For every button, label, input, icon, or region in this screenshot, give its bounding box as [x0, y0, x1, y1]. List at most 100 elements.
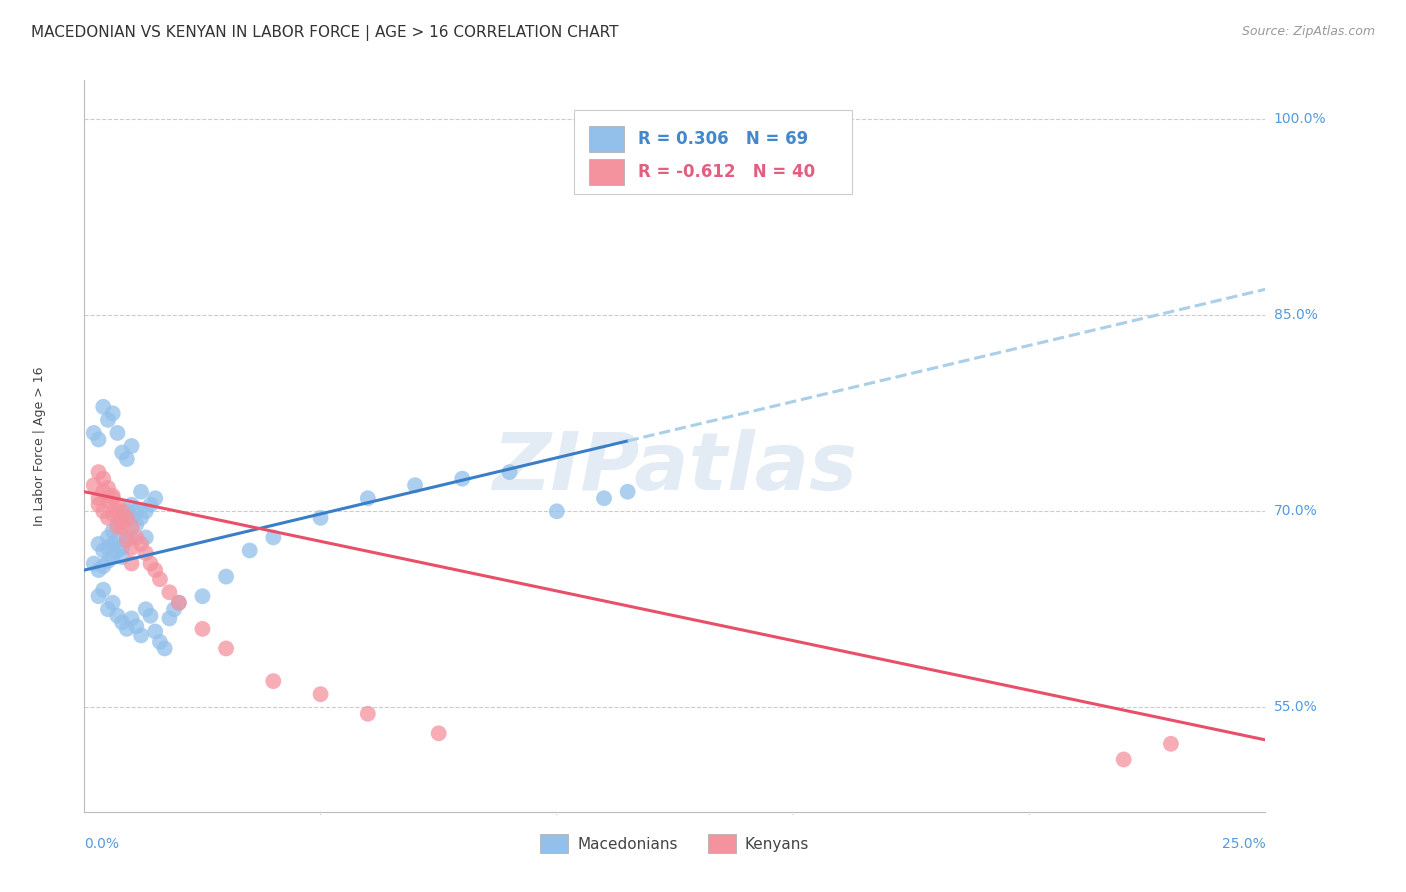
- Point: [101, 491, 124, 506]
- Point: [121, 511, 143, 525]
- Point: [91, 582, 114, 597]
- Text: 85.0%: 85.0%: [1274, 309, 1317, 322]
- Point: [87, 491, 110, 506]
- Text: R = -0.612   N = 40: R = -0.612 N = 40: [638, 162, 815, 181]
- Text: ZIPatlas: ZIPatlas: [492, 429, 858, 507]
- Point: [149, 635, 172, 649]
- Point: [97, 530, 120, 544]
- Point: [97, 481, 120, 495]
- Point: [191, 622, 214, 636]
- Point: [101, 489, 124, 503]
- Point: [121, 439, 143, 453]
- Point: [309, 511, 332, 525]
- Point: [121, 498, 143, 512]
- Point: [107, 517, 129, 532]
- Point: [101, 524, 124, 538]
- Point: [143, 624, 166, 639]
- Point: [121, 611, 143, 625]
- Point: [111, 615, 134, 630]
- Point: [91, 400, 114, 414]
- Point: [115, 452, 138, 467]
- Point: [97, 554, 120, 568]
- Point: [143, 563, 166, 577]
- Bar: [589, 126, 624, 152]
- Point: [101, 507, 124, 521]
- Point: [157, 611, 180, 625]
- Point: [111, 504, 134, 518]
- Point: [97, 413, 120, 427]
- Point: [111, 541, 134, 555]
- Point: [115, 622, 138, 636]
- Bar: [589, 159, 624, 185]
- Point: [357, 706, 380, 721]
- Legend: Macedonians, Kenyans: Macedonians, Kenyans: [534, 828, 815, 859]
- Text: 100.0%: 100.0%: [1274, 112, 1326, 127]
- Point: [1112, 752, 1135, 766]
- Point: [121, 530, 143, 544]
- Point: [121, 520, 143, 534]
- Point: [91, 559, 114, 574]
- Point: [149, 572, 172, 586]
- Point: [91, 543, 114, 558]
- Text: R = 0.306   N = 69: R = 0.306 N = 69: [638, 130, 808, 148]
- Point: [83, 478, 105, 492]
- Point: [111, 515, 134, 529]
- Point: [91, 504, 114, 518]
- Point: [309, 687, 332, 701]
- Point: [427, 726, 450, 740]
- Point: [107, 425, 129, 440]
- Point: [91, 472, 114, 486]
- Text: 70.0%: 70.0%: [1274, 504, 1317, 518]
- Point: [616, 484, 638, 499]
- Point: [111, 520, 134, 534]
- Point: [83, 557, 105, 571]
- Point: [139, 608, 162, 623]
- Point: [107, 533, 129, 547]
- Point: [125, 530, 148, 544]
- Text: 25.0%: 25.0%: [1222, 837, 1265, 851]
- Point: [143, 491, 166, 506]
- Text: Source: ZipAtlas.com: Source: ZipAtlas.com: [1241, 25, 1375, 38]
- Point: [97, 494, 120, 508]
- Point: [129, 628, 152, 642]
- Point: [87, 563, 110, 577]
- Point: [111, 549, 134, 564]
- Point: [111, 445, 134, 459]
- Text: 0.0%: 0.0%: [84, 837, 120, 851]
- Point: [101, 549, 124, 564]
- Point: [546, 504, 568, 518]
- Point: [107, 498, 129, 512]
- Point: [167, 596, 190, 610]
- Point: [107, 520, 129, 534]
- Point: [191, 589, 214, 603]
- Point: [83, 425, 105, 440]
- Point: [129, 537, 152, 551]
- Point: [139, 557, 162, 571]
- Point: [97, 602, 120, 616]
- Point: [107, 608, 129, 623]
- Point: [129, 511, 152, 525]
- Point: [135, 602, 157, 616]
- Point: [593, 491, 616, 506]
- Point: [167, 596, 190, 610]
- Point: [129, 484, 152, 499]
- Point: [101, 537, 124, 551]
- Bar: [575, 110, 852, 194]
- Point: [87, 537, 110, 551]
- Point: [404, 478, 426, 492]
- Point: [107, 504, 129, 518]
- Point: [107, 543, 129, 558]
- Point: [111, 511, 134, 525]
- Text: 55.0%: 55.0%: [1274, 700, 1317, 714]
- Point: [157, 585, 180, 599]
- Point: [101, 596, 124, 610]
- Point: [139, 498, 162, 512]
- Point: [91, 484, 114, 499]
- Text: In Labor Force | Age > 16: In Labor Force | Age > 16: [32, 367, 46, 525]
- Point: [87, 465, 110, 479]
- Point: [87, 433, 110, 447]
- Point: [125, 619, 148, 633]
- Point: [135, 504, 157, 518]
- Point: [115, 511, 138, 525]
- Point: [87, 498, 110, 512]
